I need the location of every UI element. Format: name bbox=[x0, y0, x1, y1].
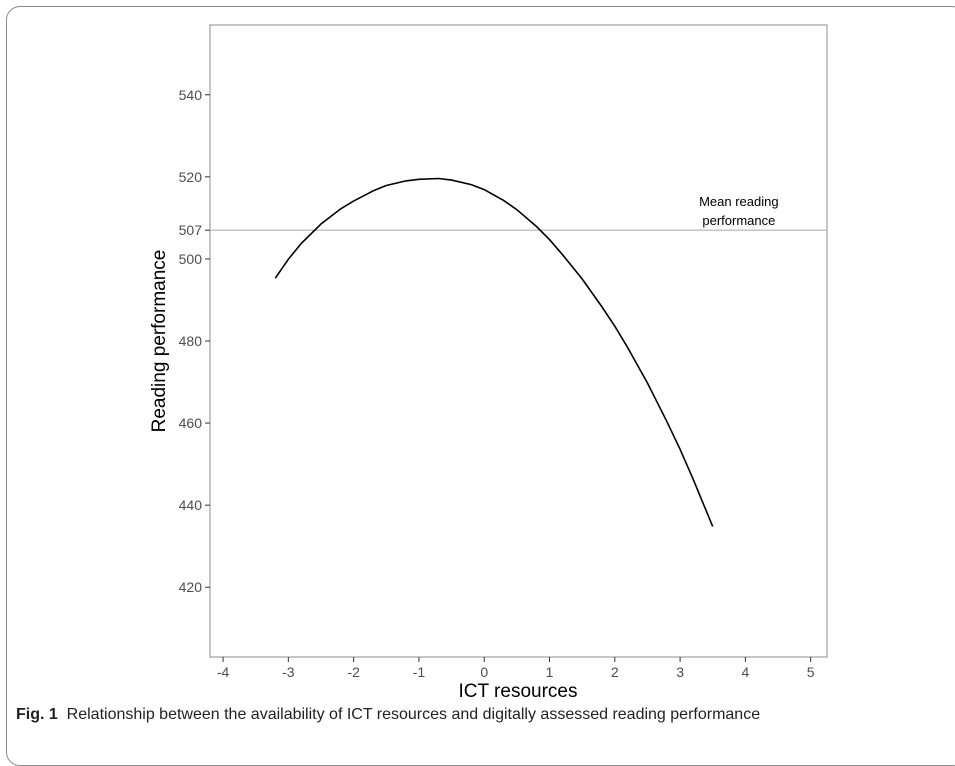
y-tick-label: 540 bbox=[179, 87, 203, 103]
x-tick-label: -3 bbox=[282, 664, 295, 680]
annotation-line: performance bbox=[702, 213, 775, 228]
y-axis-title: Reading performance bbox=[149, 250, 170, 433]
y-tick-label: 507 bbox=[179, 222, 203, 238]
caption-label: Fig. 1 bbox=[16, 706, 58, 723]
y-tick-label: 500 bbox=[179, 251, 203, 267]
x-axis-title: ICT resources bbox=[459, 681, 578, 702]
x-tick-label: 0 bbox=[480, 664, 488, 680]
figure-caption: Fig. 1 Relationship between the availabi… bbox=[16, 706, 760, 724]
x-tick-label: -4 bbox=[217, 664, 230, 680]
x-tick-label: 4 bbox=[741, 664, 749, 680]
y-tick-label: 520 bbox=[179, 169, 203, 185]
x-tick-label: 2 bbox=[611, 664, 619, 680]
y-tick-label: 480 bbox=[179, 333, 203, 349]
x-tick-label: 3 bbox=[676, 664, 684, 680]
plot-panel bbox=[209, 24, 828, 658]
y-tick-label: 440 bbox=[179, 497, 203, 513]
x-tick-label: -1 bbox=[413, 664, 426, 680]
x-tick-label: 5 bbox=[807, 664, 815, 680]
y-tick-label: 460 bbox=[179, 415, 203, 431]
y-tick-label: 420 bbox=[179, 579, 203, 595]
chart: -4 -3 -2 -1 0 1 2 3 4 5 420440460480500507520540 … bbox=[149, 24, 828, 702]
x-tick-label: 1 bbox=[546, 664, 554, 680]
series-line-0 bbox=[274, 177, 714, 527]
annotation-line: Mean reading bbox=[699, 194, 779, 209]
caption-text: Relationship between the availability of… bbox=[66, 706, 761, 723]
x-tick-label: -2 bbox=[347, 664, 360, 680]
